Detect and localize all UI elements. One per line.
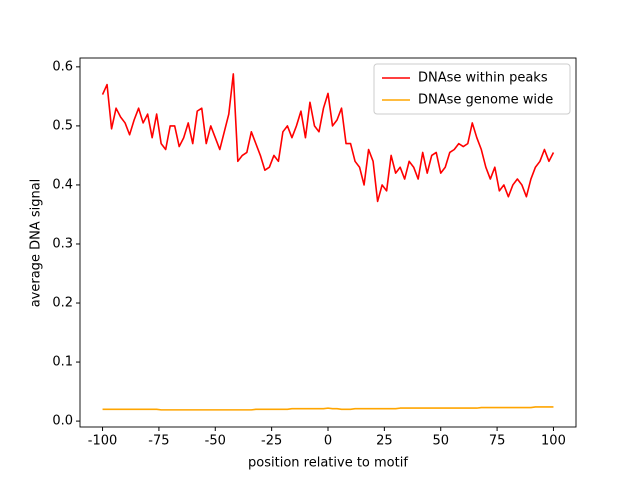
x-tick-label: -100: [88, 434, 118, 449]
y-axis-label: average DNA signal: [29, 179, 44, 308]
x-tick-label: 75: [489, 434, 506, 449]
y-tick-label: 0.5: [52, 118, 73, 133]
series-line: [101, 73, 555, 203]
x-axis-label: position relative to motif: [248, 456, 408, 471]
x-tick-label: 25: [376, 434, 393, 449]
y-tick-label: 0.4: [52, 177, 73, 192]
axes-frame: [79, 57, 577, 428]
legend-box: [373, 63, 571, 115]
x-tick-label: -25: [261, 434, 282, 449]
x-tick-label: 100: [541, 434, 566, 449]
series-line: [102, 406, 554, 411]
y-tick-label: 0.3: [52, 236, 73, 251]
legend-label: DNAse within peaks: [418, 71, 548, 86]
x-tick-label: -50: [205, 434, 226, 449]
y-tick-label: 0.2: [52, 296, 73, 311]
y-tick-label: 0.6: [52, 59, 73, 74]
y-tick-label: 0.1: [52, 355, 73, 370]
x-tick-label: -75: [148, 434, 169, 449]
x-tick-label: 50: [432, 434, 449, 449]
legend-label: DNAse genome wide: [418, 93, 553, 108]
y-tick-label: 0.0: [52, 414, 73, 429]
x-tick-label: 0: [324, 434, 332, 449]
